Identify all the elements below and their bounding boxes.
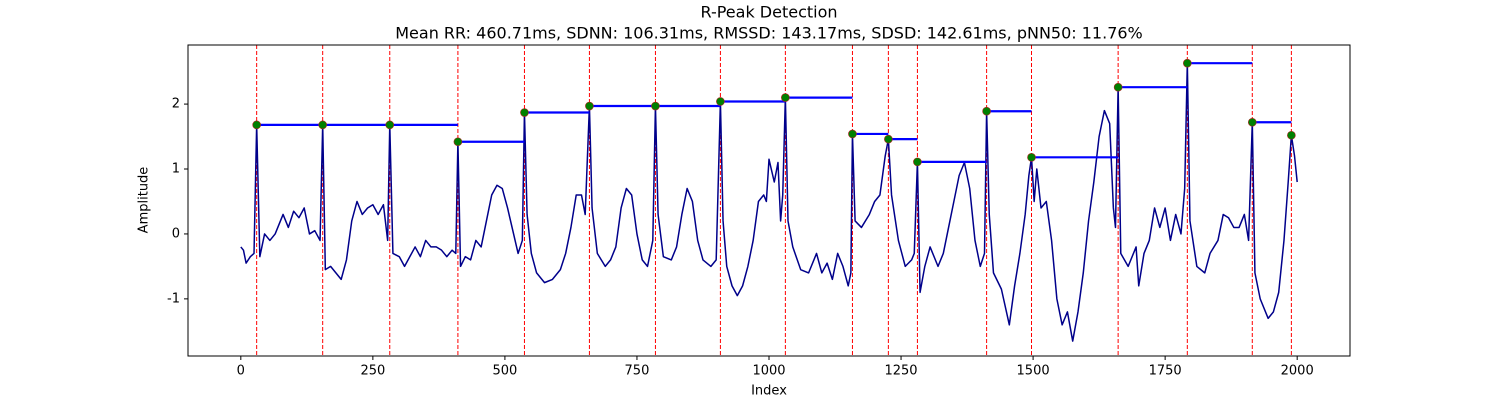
x-tick-label: 1000 bbox=[752, 364, 785, 379]
x-axis-label: Index bbox=[751, 384, 787, 399]
peak-marker bbox=[1247, 117, 1257, 127]
peak-marker bbox=[913, 157, 922, 167]
x-tick-label: 1500 bbox=[1017, 364, 1050, 379]
x-tick-label: 0 bbox=[237, 364, 245, 379]
y-tick-label: 1 bbox=[172, 162, 180, 177]
peak-marker bbox=[884, 134, 893, 144]
x-tick-label: 250 bbox=[360, 364, 385, 379]
chart-title: R-Peak Detection bbox=[700, 3, 837, 22]
y-tick-label: 0 bbox=[172, 226, 180, 241]
peak-marker bbox=[781, 93, 790, 102]
peak-marker bbox=[982, 106, 991, 116]
peak-marker bbox=[318, 120, 327, 130]
x-tick-label: 750 bbox=[625, 364, 650, 379]
peak-marker bbox=[848, 129, 857, 139]
peak-marker bbox=[1027, 153, 1036, 162]
x-tick-label: 1750 bbox=[1149, 364, 1182, 379]
signal-line bbox=[240, 62, 1298, 342]
peak-marker bbox=[585, 101, 594, 111]
peak-marker bbox=[716, 97, 725, 106]
peak-marker bbox=[1113, 82, 1123, 92]
peak-marker bbox=[385, 120, 395, 130]
y-axis-label: Amplitude bbox=[137, 167, 152, 234]
x-tick-label: 500 bbox=[492, 364, 517, 379]
chart-subtitle: Mean RR: 460.71ms, SDNN: 106.31ms, RMSSD… bbox=[395, 24, 1143, 43]
peak-marker bbox=[651, 101, 660, 111]
y-tick-label: 2 bbox=[172, 97, 180, 112]
peak-marker bbox=[1183, 58, 1192, 68]
peak-marker bbox=[520, 108, 529, 117]
x-tick-label: 1250 bbox=[884, 364, 917, 379]
plot-frame bbox=[187, 44, 1351, 357]
peak-marker bbox=[1287, 130, 1296, 140]
x-tick-label: 2000 bbox=[1281, 364, 1314, 379]
y-tick-label: -1 bbox=[167, 291, 180, 306]
peak-marker bbox=[252, 120, 261, 130]
peak-marker bbox=[453, 137, 463, 147]
